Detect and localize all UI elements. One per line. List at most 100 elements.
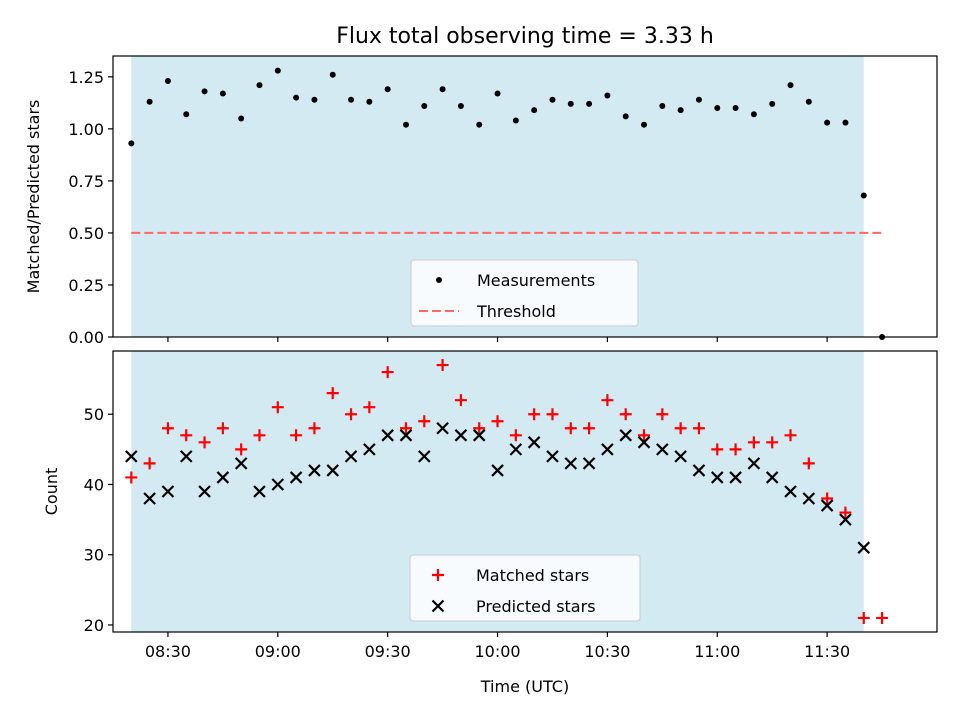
data-point xyxy=(765,471,779,484)
legend-label: Threshold xyxy=(476,302,556,321)
data-point xyxy=(290,429,303,442)
data-point xyxy=(454,429,468,442)
data-point xyxy=(436,359,449,372)
y-tick-label: 40 xyxy=(84,475,104,494)
data-point xyxy=(143,457,156,470)
data-point xyxy=(802,492,816,505)
data-point xyxy=(180,429,193,442)
data-point xyxy=(418,450,431,463)
data-point xyxy=(839,506,852,519)
data-point xyxy=(344,450,358,463)
data-point xyxy=(201,88,208,95)
data-point xyxy=(805,98,812,105)
data-point xyxy=(271,401,284,414)
x-tick-label: 10:00 xyxy=(474,642,520,661)
y-tick-label: 1.25 xyxy=(68,68,104,87)
data-point xyxy=(421,102,428,109)
data-point xyxy=(619,429,632,442)
data-point xyxy=(402,121,409,128)
data-point xyxy=(674,422,687,435)
data-point xyxy=(161,485,175,498)
axes-frame xyxy=(112,55,938,338)
data-point xyxy=(198,436,211,449)
data-point xyxy=(695,96,702,103)
data-point xyxy=(641,121,648,128)
y-axis-label: Matched/Predicted stars xyxy=(24,100,43,294)
data-point xyxy=(714,105,721,112)
data-point xyxy=(366,98,373,105)
legend-handle xyxy=(431,599,445,613)
legend: Matched stars Predicted stars xyxy=(409,554,641,622)
data-point xyxy=(436,421,449,435)
y-axis-label: Count xyxy=(42,468,61,516)
data-point xyxy=(293,94,300,101)
data-point xyxy=(146,98,153,105)
x-axis-label: Time (UTC) xyxy=(480,677,569,696)
series-matched-stars xyxy=(125,359,889,624)
series-predicted-stars xyxy=(125,421,871,554)
data-point xyxy=(234,457,248,470)
data-point xyxy=(216,422,229,435)
data-point xyxy=(564,457,578,470)
x-tick-label: 11:00 xyxy=(694,642,740,661)
data-point xyxy=(164,77,171,84)
data-point xyxy=(183,111,190,118)
data-point xyxy=(604,92,611,99)
data-point xyxy=(219,90,226,97)
y-tick-label: 30 xyxy=(84,546,104,565)
data-point xyxy=(509,429,522,442)
data-point xyxy=(769,100,776,107)
data-point xyxy=(161,422,174,435)
legend-label: Predicted stars xyxy=(476,597,596,616)
data-point xyxy=(289,471,303,484)
data-point xyxy=(549,96,556,103)
data-point xyxy=(179,450,193,463)
axes-frame xyxy=(112,350,938,633)
y-tick-label: 0.25 xyxy=(68,276,104,295)
x-tick-label: 09:00 xyxy=(255,642,301,661)
y-tick-label: 0.00 xyxy=(68,328,104,347)
top-panel: 0.00 0.25 0.50 0.75 1.00 1.25 Matched/Predicte… xyxy=(24,55,938,347)
data-point xyxy=(457,102,464,109)
data-point xyxy=(710,471,724,484)
data-point xyxy=(729,471,742,484)
data-point xyxy=(128,140,135,147)
data-point xyxy=(527,436,541,449)
data-point xyxy=(842,119,849,126)
legend-label: Matched stars xyxy=(476,566,589,585)
data-point xyxy=(381,429,394,442)
data-point xyxy=(857,541,871,554)
y-tick-label: 1.00 xyxy=(68,120,104,139)
x-tick-label: 10:30 xyxy=(584,642,630,661)
data-point xyxy=(253,429,266,442)
data-point xyxy=(329,71,336,78)
y-tick-label: 50 xyxy=(84,405,104,424)
data-point xyxy=(622,113,629,120)
legend-handle xyxy=(436,277,442,283)
data-point xyxy=(348,96,355,103)
data-point xyxy=(656,443,669,456)
data-point xyxy=(491,415,504,428)
figure-title: Flux total observing time = 3.33 h xyxy=(336,24,714,49)
data-point xyxy=(586,100,593,107)
data-point xyxy=(494,90,501,97)
data-point xyxy=(472,429,486,442)
data-point xyxy=(143,492,156,505)
data-point xyxy=(326,464,340,477)
data-point xyxy=(238,115,245,122)
data-point xyxy=(802,457,815,470)
data-point xyxy=(308,422,321,435)
data-point xyxy=(821,492,834,505)
data-point xyxy=(876,611,889,624)
data-point xyxy=(839,513,852,526)
data-point xyxy=(582,457,596,470)
data-point xyxy=(638,429,651,442)
data-point xyxy=(345,408,358,421)
data-point xyxy=(384,86,391,93)
x-tick-label: 09:30 xyxy=(365,642,411,661)
bottom-panel: 20 30 40 50 08:30 09:00 09:30 10:00 10:30 11:00 11… xyxy=(42,350,938,696)
legend-handle xyxy=(432,569,444,581)
data-point xyxy=(216,471,230,484)
data-point xyxy=(531,107,538,114)
